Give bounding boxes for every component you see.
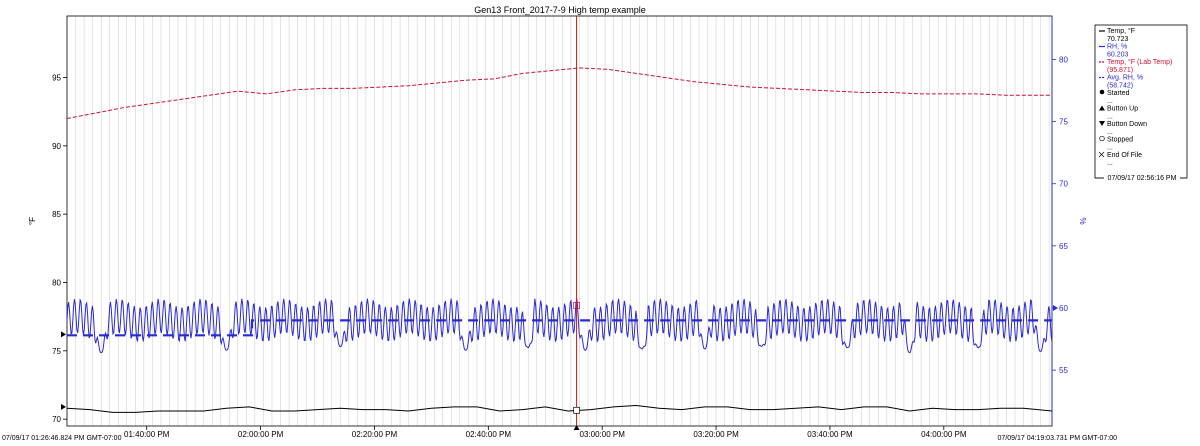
y-tick-label-right: 65 (1059, 242, 1068, 251)
y-tick-label-left: 95 (52, 74, 61, 83)
x-tick-label: 02:40:00 PM (466, 430, 512, 439)
y-tick-label-right: 75 (1059, 118, 1068, 127)
y-axis-left-title: °F (28, 217, 37, 225)
legend-item: Button Down... (1099, 121, 1147, 136)
cursor-point-rh (573, 302, 580, 309)
legend-value: ... (1107, 129, 1113, 136)
x-tick-label: 03:20:00 PM (693, 430, 739, 439)
y-axis-right-title: % (1079, 217, 1088, 224)
legend-label: Temp, °F (1107, 27, 1135, 35)
legend-value: ... (1107, 145, 1113, 152)
x-tick-label: 01:40:00 PM (124, 430, 170, 439)
cursor-point-temp (573, 406, 580, 414)
legend-value: (95.871) (1107, 67, 1133, 74)
legend-value: (58.742) (1107, 83, 1133, 90)
y-tick-label-left: 85 (52, 210, 61, 219)
x-tick-label: 02:00:00 PM (238, 430, 284, 439)
x-axis: 01:40:00 PM 02:00:00 PM 02:20:00 PM 02:40:0… (124, 426, 967, 439)
legend-value: 70.723 (1107, 36, 1129, 43)
end-of-file-icon (1098, 151, 1105, 158)
start-marker (61, 403, 66, 410)
legend-box (1094, 24, 1188, 179)
start-marker (61, 331, 66, 338)
y-tick-label-left: 90 (52, 142, 61, 151)
chart-title: Gen13 Front_2017-7-9 High temp example (474, 5, 646, 15)
legend-label: RH, % (1107, 44, 1127, 51)
series-layer (61, 67, 1058, 413)
series-line (66, 298, 1053, 354)
button-down-icon (1099, 121, 1105, 126)
x-axis-end-label: 07/09/17 04:19:03.731 PM GMT-07:00 (998, 435, 1118, 442)
y-tick-label-right: 55 (1059, 366, 1068, 375)
series-line (66, 67, 1052, 119)
stopped-icon (1099, 135, 1105, 142)
legend-label: Button Up (1107, 106, 1138, 113)
legend-label: Avg. RH, % (1107, 75, 1143, 82)
legend-item: Avg. RH, %(58.742) (1099, 75, 1143, 90)
y-tick-label-left: 70 (52, 415, 61, 424)
legend-label: End Of File (1107, 152, 1142, 159)
vertical-grid (75, 16, 1050, 426)
y-axis-left: 70 75 80 85 90 95 (52, 74, 67, 424)
end-marker (1053, 304, 1058, 311)
started-icon (1099, 89, 1105, 95)
legend-label: Started (1107, 90, 1130, 97)
y-axis-right: 55 60 65 70 75 80 (1052, 55, 1068, 375)
y-tick-label-left: 75 (52, 347, 61, 356)
x-axis-start-label: 07/09/17 01:26:46.824 PM GMT-07:00 (2, 435, 122, 442)
cursor-handle[interactable] (573, 425, 580, 430)
legend-item: Temp, °F70.723 (1099, 27, 1135, 43)
x-tick-label: 03:40:00 PM (807, 430, 853, 439)
legend-label: Stopped (1107, 137, 1133, 144)
x-tick-label: 03:00:00 PM (580, 430, 626, 439)
y-tick-label-left: 80 (52, 279, 61, 288)
legend-item: End Of File... (1098, 151, 1142, 167)
legend-value: 60.203 (1107, 52, 1129, 59)
legend-value: ... (1107, 160, 1113, 167)
cursor-layer[interactable] (573, 16, 580, 430)
legend-item: RH, %60.203 (1099, 44, 1129, 59)
legend-label: Button Down (1107, 121, 1147, 128)
legend-label: Temp, °F (Lab Temp) (1107, 58, 1172, 66)
button-up-icon (1099, 105, 1105, 111)
legend-item: Temp, °F (Lab Temp)(95.871) (1099, 58, 1172, 74)
legend-item: Started... (1099, 89, 1130, 105)
legend-value: ... (1107, 114, 1113, 121)
legend-value: ... (1107, 98, 1113, 105)
y-tick-label-right: 60 (1059, 304, 1068, 313)
y-tick-label-right: 70 (1059, 180, 1068, 189)
legend-item: Button Up... (1099, 105, 1138, 121)
x-tick-label: 02:20:00 PM (352, 430, 398, 439)
x-tick-label: 04:00:00 PM (921, 430, 967, 439)
series-line (67, 319, 1052, 337)
y-tick-label-right: 80 (1059, 55, 1068, 64)
series-line (66, 404, 1053, 413)
legend-cursor-label-bg (1104, 172, 1180, 182)
legend-cursor-label: 07/09/17 02:56:16 PM (1108, 175, 1177, 182)
legend-item: Stopped... (1099, 135, 1133, 152)
